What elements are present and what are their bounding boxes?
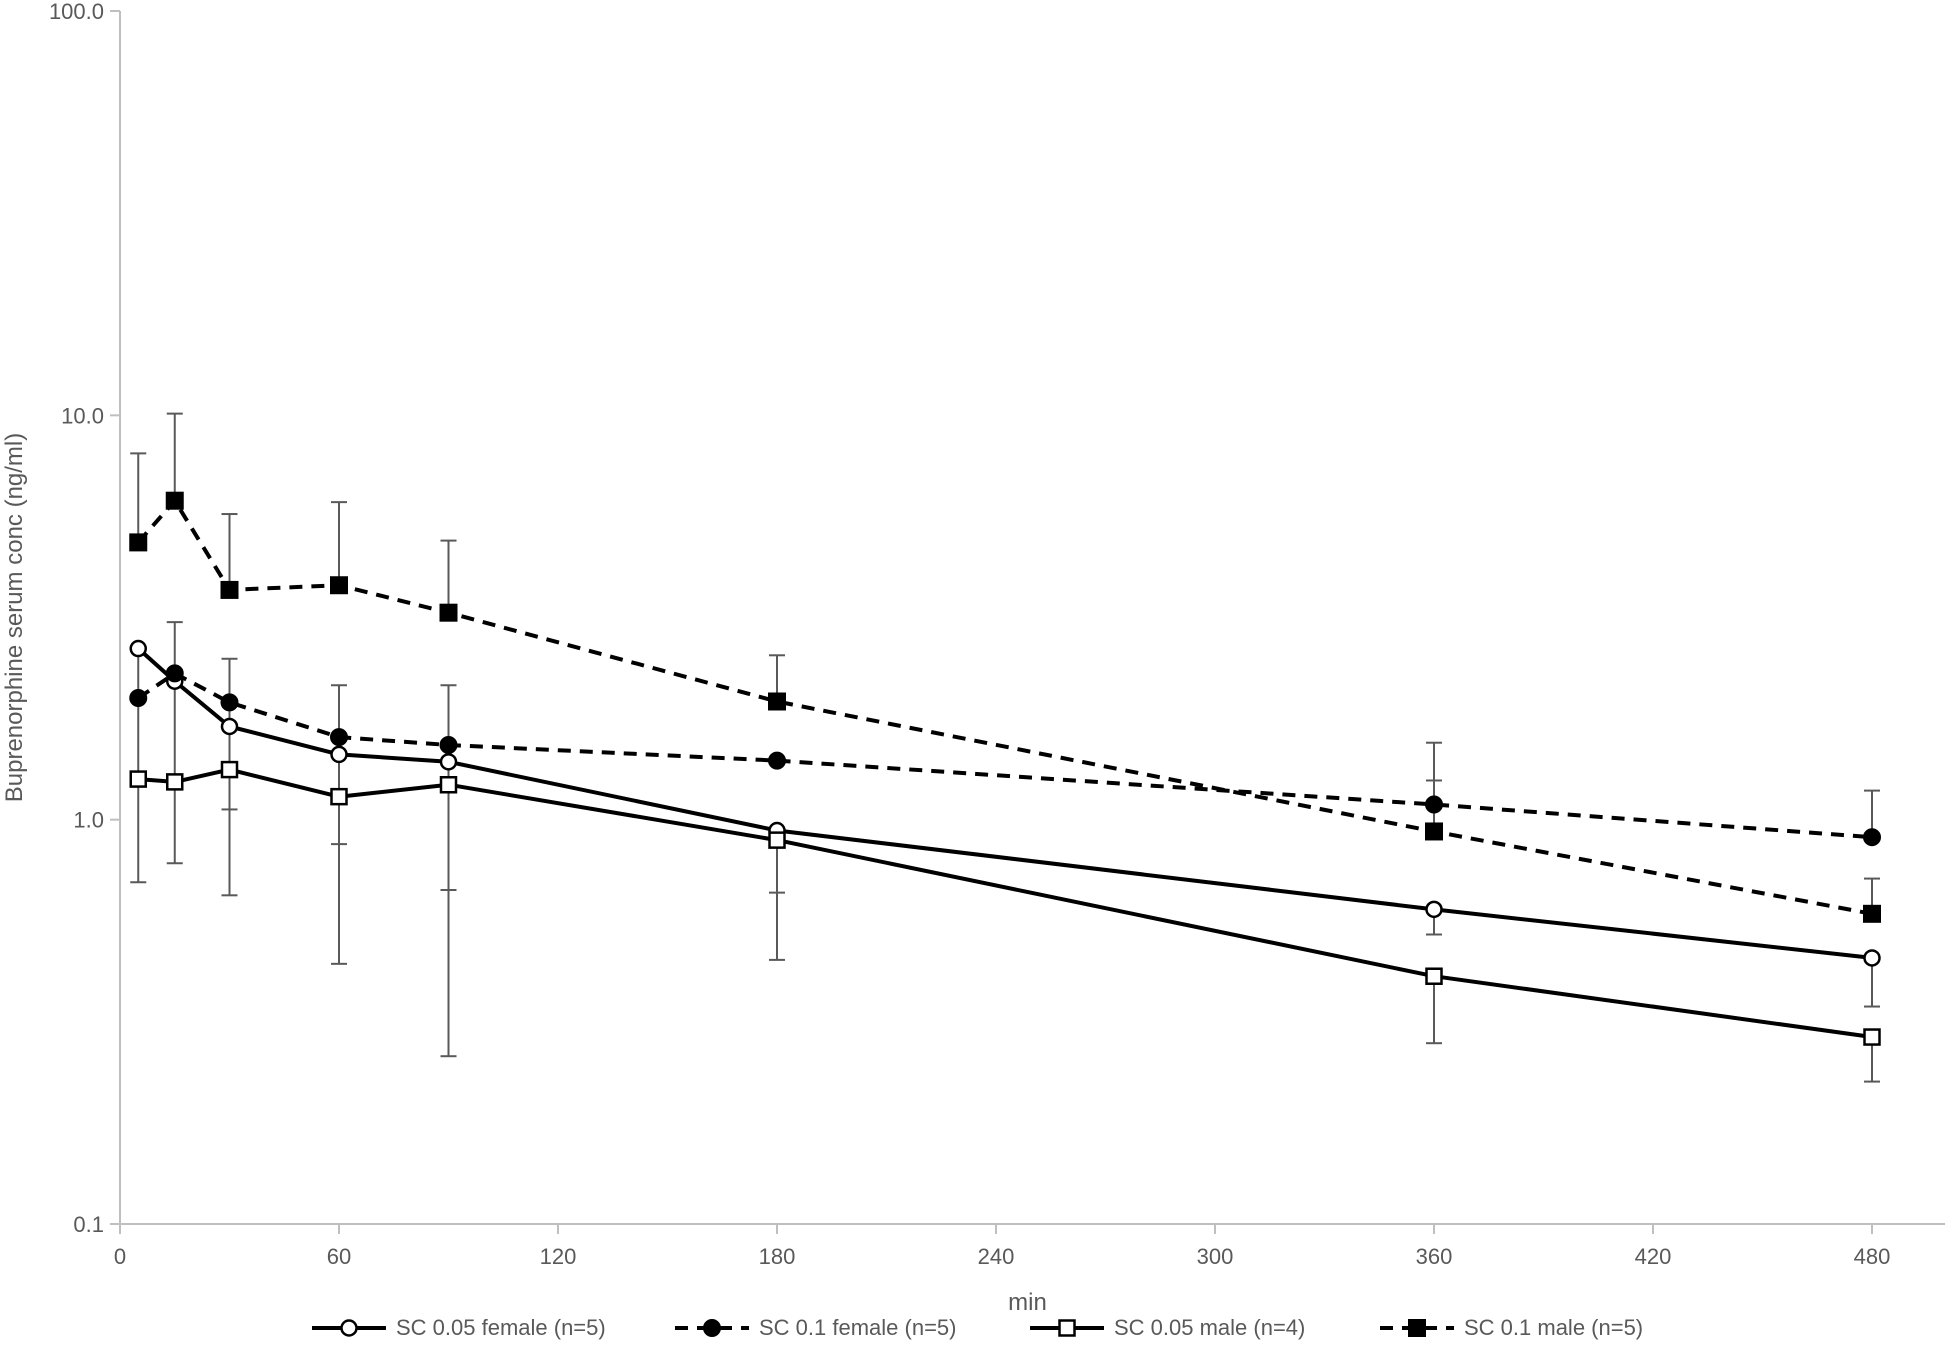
series-line-2 (137, 671, 1873, 840)
series-line-3 (138, 767, 1873, 1039)
x-axis-title: min (1008, 1289, 1047, 1316)
series-line-1 (136, 647, 1873, 960)
error-bars (130, 412, 1880, 1083)
data-point-series-4 (1863, 904, 1881, 923)
data-point-series-2 (129, 688, 148, 707)
data-point-series-3 (220, 760, 239, 779)
data-point-series-3 (439, 775, 458, 794)
series-lines (136, 498, 1873, 1039)
data-point-series-2 (1425, 795, 1443, 814)
data-point-series-1 (1425, 900, 1443, 919)
data-point-series-1 (220, 717, 239, 736)
legend-marker-4 (1408, 1319, 1426, 1337)
data-point-series-4 (220, 580, 239, 599)
data-point-series-4 (330, 576, 348, 595)
legend-marker-2 (703, 1319, 721, 1337)
data-point-series-4 (439, 603, 458, 622)
series-markers (129, 491, 1881, 1046)
data-point-series-4 (1425, 822, 1443, 841)
data-point-series-4 (165, 491, 184, 510)
data-point-series-3 (1425, 967, 1443, 985)
legend-label-3: SC 0.05 male (n=4) (1114, 1315, 1305, 1340)
data-point-series-2 (768, 751, 786, 770)
data-point-series-2 (439, 735, 458, 754)
y-tick-label: 1.0 (73, 808, 104, 833)
x-tick-label: 60 (327, 1244, 351, 1269)
data-point-series-3 (166, 773, 184, 791)
y-axis-title: Buprenorphine serum conc (ng/ml) (1, 433, 28, 803)
x-tick-label: 420 (1635, 1244, 1672, 1269)
legend-marker-1 (340, 1319, 358, 1337)
data-point-series-1 (330, 745, 348, 764)
legend-marker-3 (1058, 1319, 1076, 1337)
x-tick-label: 480 (1854, 1244, 1891, 1269)
data-point-series-3 (129, 770, 147, 788)
legend-label-4: SC 0.1 male (n=5) (1464, 1315, 1643, 1340)
legend: SC 0.05 female (n=5) SC 0.1 female (n=5) S… (312, 1315, 1643, 1340)
data-point-series-4 (768, 692, 786, 711)
data-point-series-4 (129, 533, 148, 552)
data-point-series-2 (165, 664, 184, 683)
axes: 0.1 1.0 10.0 100.0 0 60 120 180 240 300 360 420 480 (49, 0, 1945, 1269)
data-point-series-2 (1863, 828, 1881, 847)
series-line-4 (136, 498, 1873, 916)
data-point-series-3 (1863, 1028, 1881, 1046)
y-tick-label: 0.1 (73, 1212, 104, 1237)
data-point-series-2 (220, 693, 239, 712)
data-point-series-1 (1863, 949, 1881, 967)
data-point-series-2 (330, 728, 348, 747)
data-point-series-1 (439, 753, 458, 771)
x-tick-label: 180 (759, 1244, 796, 1269)
legend-label-1: SC 0.05 female (n=5) (396, 1315, 606, 1340)
y-tick-label: 10.0 (61, 403, 104, 428)
data-point-series-1 (129, 639, 147, 658)
data-point-series-3 (330, 787, 348, 806)
x-tick-label: 300 (1197, 1244, 1234, 1269)
x-tick-label: 0 (114, 1244, 126, 1269)
data-point-series-3 (768, 831, 786, 849)
x-tick-label: 360 (1416, 1244, 1453, 1269)
legend-label-2: SC 0.1 female (n=5) (759, 1315, 956, 1340)
y-tick-label: 100.0 (49, 0, 104, 24)
x-tick-label: 240 (978, 1244, 1015, 1269)
x-tick-label: 120 (540, 1244, 577, 1269)
